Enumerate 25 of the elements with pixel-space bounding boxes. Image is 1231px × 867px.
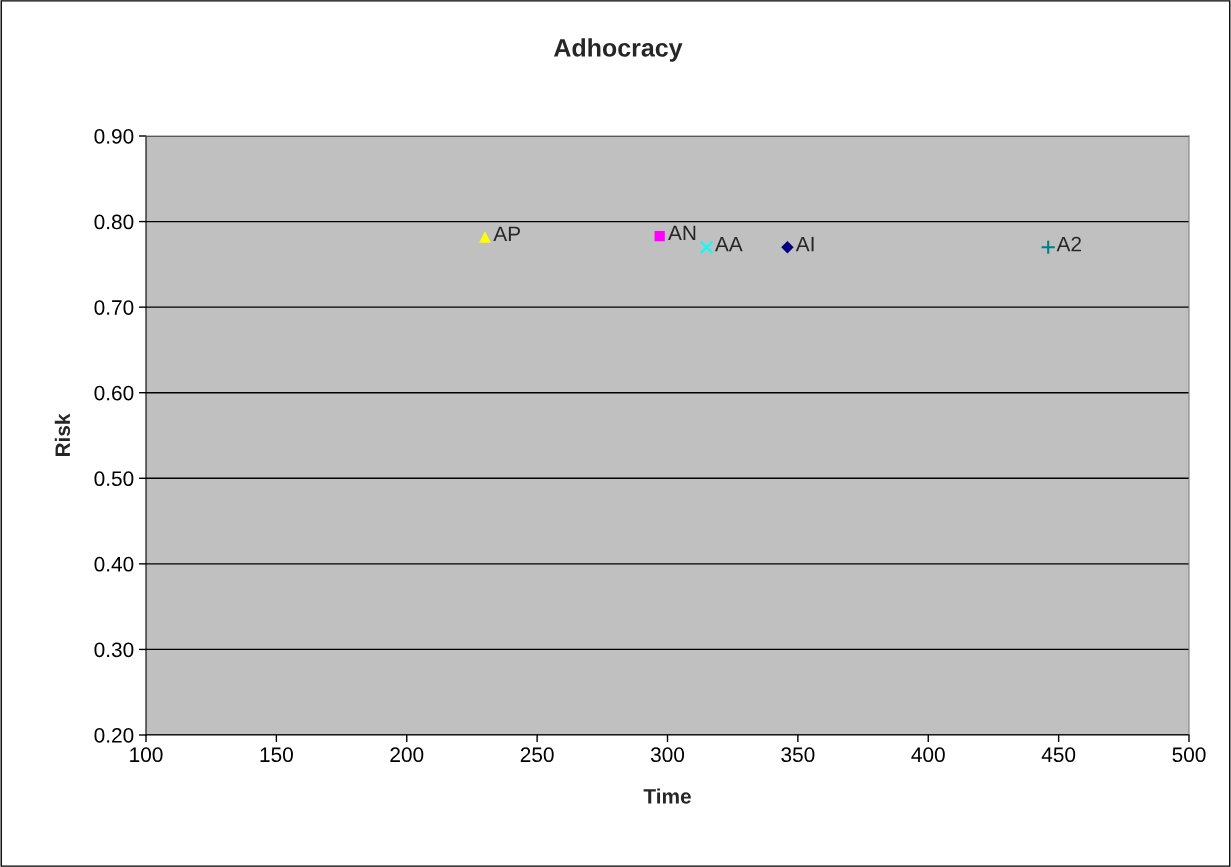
x-tick-label: 400: [911, 747, 945, 763]
series-label: AP: [493, 226, 520, 241]
x-tick-label: 500: [1172, 747, 1206, 763]
y-tick-label: 0.60: [94, 385, 134, 401]
series-label: AA: [714, 236, 743, 252]
y-axis-title: Risk: [54, 413, 71, 457]
series-label: AI: [795, 236, 814, 252]
x-tick-label: 150: [260, 747, 293, 763]
chart-title: Adhocracy: [553, 38, 683, 62]
y-tick-label: 0.90: [94, 129, 134, 144]
y-tick-label: 0.80: [94, 214, 134, 230]
y-tick-label: 0.50: [94, 471, 134, 487]
y-tick-label: 0.20: [94, 728, 134, 743]
x-axis-title: Time: [643, 788, 691, 804]
series-label: AN: [668, 225, 696, 241]
x-tick-label: 250: [520, 747, 554, 763]
x-tick-label: 300: [650, 747, 685, 763]
y-tick-label: 0.40: [94, 556, 134, 572]
x-tick-label: 350: [781, 747, 815, 763]
series-label: A2: [1056, 236, 1081, 252]
x-tick-label: 100: [130, 747, 163, 763]
x-tick-label: 200: [390, 747, 424, 763]
y-tick-label: 0.30: [94, 642, 134, 658]
x-tick-label: 450: [1041, 747, 1076, 763]
y-tick-label: 0.70: [94, 300, 134, 315]
